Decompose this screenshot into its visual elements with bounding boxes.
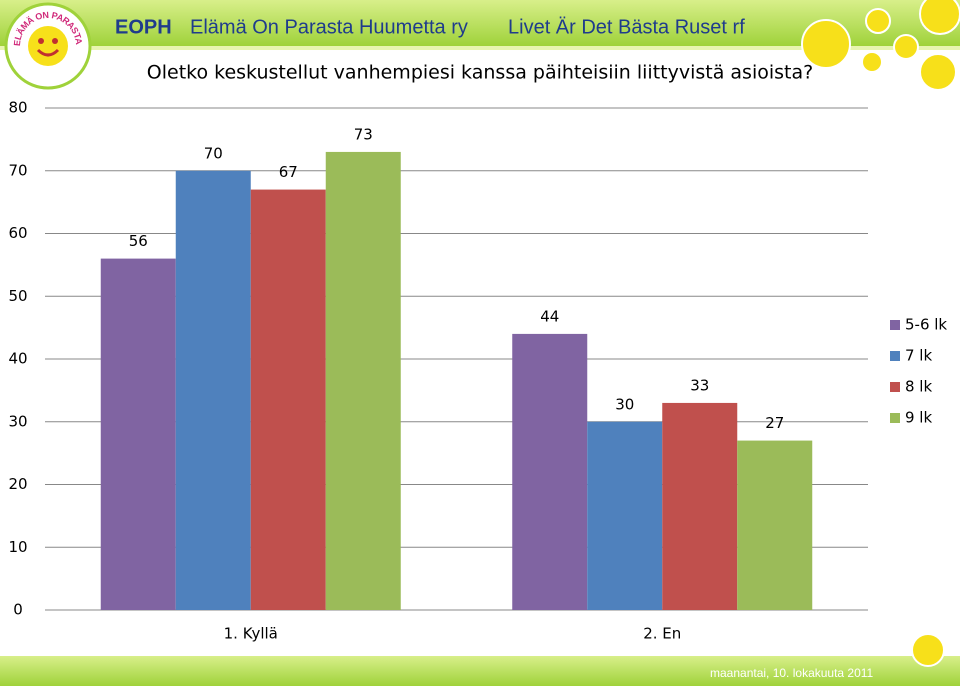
y-tick-label: 60 <box>8 224 27 242</box>
header-rule <box>0 46 960 50</box>
y-tick-label: 20 <box>8 475 27 493</box>
y-tick-label: 0 <box>13 601 23 619</box>
legend-label: 7 lk <box>905 347 932 365</box>
chart-title: Oletko keskustellut vanhempiesi kanssa p… <box>147 62 813 84</box>
bar <box>100 258 176 610</box>
value-label: 30 <box>615 395 634 413</box>
value-label: 27 <box>765 414 784 432</box>
org: EOPH <box>115 16 172 38</box>
y-tick-label: 80 <box>8 99 27 117</box>
decor <box>801 0 960 91</box>
bar <box>737 440 813 610</box>
value-label: 67 <box>279 163 298 181</box>
bar <box>512 333 588 610</box>
y-tick-label: 40 <box>8 350 27 368</box>
legend-swatch <box>890 413 900 423</box>
value-label: 44 <box>540 307 559 325</box>
value-label: 73 <box>354 125 373 143</box>
legend-swatch <box>890 351 900 361</box>
name-fi: Elämä On Parasta Huumetta ry <box>190 16 468 38</box>
y-tick-label: 10 <box>8 538 27 556</box>
y-tick-label: 30 <box>8 412 27 430</box>
legend-label: 8 lk <box>905 378 932 396</box>
x-tick-label: 1. Kyllä <box>224 625 278 643</box>
legend-label: 5-6 lk <box>905 316 947 334</box>
footer-band <box>0 656 960 686</box>
value-label: 56 <box>129 232 148 250</box>
x-tick-label: 2. En <box>643 625 681 643</box>
bar <box>325 151 401 611</box>
bar <box>662 402 738 610</box>
value-label: 33 <box>690 376 709 394</box>
y-tick-label: 50 <box>8 287 27 305</box>
footer-date: maanantai, 10. lokakuuta 2011 <box>710 666 874 680</box>
value-label: 70 <box>204 144 223 162</box>
legend-swatch <box>890 320 900 330</box>
decor <box>911 633 945 667</box>
name-sv: Livet Är Det Bästa Ruset rf <box>508 16 745 38</box>
legend-swatch <box>890 382 900 392</box>
plot: 0 10 20 30 40 50 60 70 80 1. Kyllä 56 70 67 73 2. En 44… <box>8 99 947 643</box>
bar <box>250 189 326 610</box>
bar <box>175 170 251 610</box>
bar <box>587 421 663 610</box>
header-band <box>0 0 960 46</box>
legend-label: 9 lk <box>905 409 932 427</box>
y-tick-label: 70 <box>8 161 27 179</box>
